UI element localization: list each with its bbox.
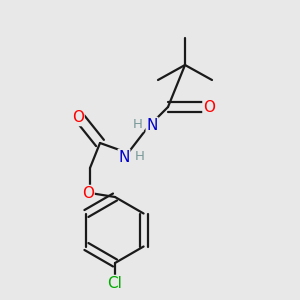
Text: Cl: Cl xyxy=(108,275,122,290)
Text: N: N xyxy=(146,118,158,133)
Text: H: H xyxy=(135,151,145,164)
Text: O: O xyxy=(82,185,94,200)
Text: O: O xyxy=(203,100,215,115)
Text: N: N xyxy=(118,149,130,164)
Text: O: O xyxy=(72,110,84,125)
Text: H: H xyxy=(133,118,143,131)
